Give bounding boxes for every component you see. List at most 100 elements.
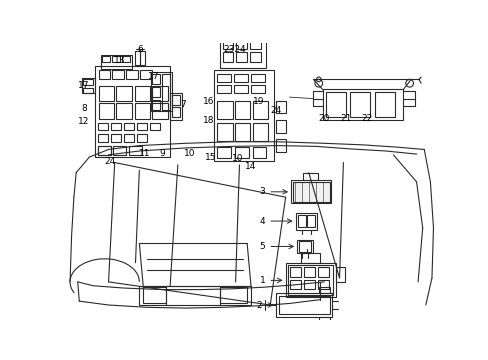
- Bar: [98, 134, 107, 142]
- Bar: [170, 93, 182, 120]
- Bar: [325, 93, 345, 117]
- Bar: [236, 32, 244, 36]
- Bar: [135, 103, 150, 119]
- Bar: [295, 213, 317, 230]
- Bar: [250, 52, 261, 62]
- Bar: [335, 266, 344, 282]
- Bar: [152, 103, 167, 119]
- Bar: [317, 267, 328, 276]
- Bar: [290, 180, 330, 203]
- Bar: [318, 316, 329, 323]
- Bar: [112, 70, 123, 80]
- Bar: [297, 215, 305, 227]
- Bar: [298, 241, 310, 252]
- Bar: [99, 70, 110, 80]
- Bar: [140, 70, 151, 80]
- Bar: [236, 38, 246, 49]
- Bar: [252, 101, 267, 120]
- Bar: [217, 147, 230, 158]
- Bar: [322, 89, 403, 120]
- Bar: [290, 280, 301, 289]
- Text: 19: 19: [252, 97, 264, 106]
- Bar: [349, 93, 369, 117]
- Bar: [98, 145, 111, 155]
- Text: 12: 12: [78, 117, 89, 126]
- Bar: [152, 74, 160, 84]
- Bar: [290, 267, 301, 276]
- Bar: [111, 134, 121, 142]
- Text: 4: 4: [259, 217, 291, 226]
- Bar: [171, 107, 180, 117]
- Bar: [135, 51, 144, 65]
- Bar: [276, 120, 285, 132]
- Bar: [217, 85, 230, 93]
- Bar: [250, 32, 257, 36]
- Text: 16: 16: [203, 97, 214, 106]
- Text: 21: 21: [339, 114, 351, 123]
- Text: 17: 17: [148, 72, 160, 81]
- Bar: [101, 55, 131, 69]
- Bar: [151, 72, 172, 111]
- Bar: [252, 122, 267, 141]
- Bar: [317, 280, 328, 289]
- Bar: [122, 56, 130, 62]
- Bar: [292, 182, 329, 202]
- Bar: [306, 215, 314, 227]
- Bar: [250, 38, 261, 49]
- Bar: [143, 287, 166, 303]
- Text: 3: 3: [259, 187, 286, 196]
- Bar: [128, 145, 142, 155]
- Text: 24: 24: [270, 107, 282, 116]
- Bar: [276, 139, 285, 152]
- Text: 18: 18: [203, 116, 214, 125]
- Bar: [236, 52, 246, 62]
- Bar: [217, 74, 230, 82]
- Bar: [234, 147, 248, 158]
- Bar: [126, 70, 138, 80]
- Bar: [150, 122, 160, 130]
- Bar: [116, 103, 131, 119]
- Bar: [278, 296, 329, 314]
- Text: 24: 24: [104, 157, 116, 166]
- Text: 2: 2: [255, 301, 272, 310]
- Bar: [83, 88, 93, 93]
- Text: 10: 10: [232, 154, 243, 163]
- Bar: [222, 32, 230, 36]
- Bar: [137, 122, 147, 130]
- Text: 17: 17: [78, 81, 89, 90]
- Bar: [234, 74, 247, 82]
- Bar: [81, 78, 95, 93]
- Bar: [304, 280, 314, 289]
- Text: 13: 13: [114, 56, 125, 65]
- Text: 6: 6: [137, 45, 142, 54]
- Bar: [137, 134, 147, 142]
- Bar: [301, 253, 320, 263]
- Bar: [102, 56, 110, 62]
- Bar: [250, 74, 264, 82]
- Bar: [220, 287, 246, 303]
- Bar: [287, 265, 333, 295]
- Bar: [98, 122, 107, 130]
- Bar: [111, 122, 121, 130]
- Bar: [123, 122, 134, 130]
- Text: 11: 11: [139, 149, 150, 158]
- Text: 10: 10: [183, 149, 195, 158]
- Bar: [222, 52, 233, 62]
- Bar: [234, 122, 250, 141]
- Bar: [297, 239, 312, 253]
- Bar: [135, 86, 150, 101]
- Bar: [152, 100, 160, 110]
- Bar: [152, 86, 167, 101]
- Bar: [123, 134, 134, 142]
- Bar: [234, 101, 250, 120]
- Bar: [112, 56, 120, 62]
- Bar: [99, 103, 114, 119]
- Bar: [252, 147, 266, 158]
- Text: 2324: 2324: [223, 45, 245, 54]
- Text: 20: 20: [318, 114, 329, 123]
- Text: 5: 5: [259, 242, 293, 251]
- Bar: [217, 122, 232, 141]
- Bar: [374, 93, 394, 117]
- Bar: [99, 86, 114, 101]
- Bar: [171, 95, 180, 105]
